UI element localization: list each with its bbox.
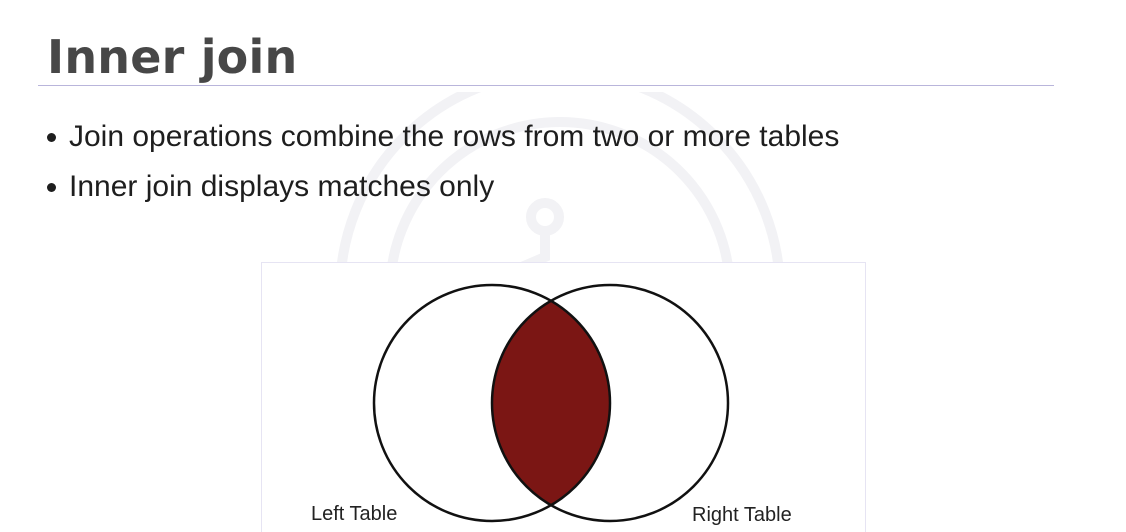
page-title: Inner join [47,30,298,84]
venn-intersection [492,285,610,521]
venn-left-circle [372,283,612,523]
bullet-dot-icon [47,183,56,192]
venn-diagram-frame: Left Table Right Table [261,262,866,532]
left-table-label: Left Table [311,503,398,525]
bullet-item: Join operations combine the rows from tw… [44,112,839,162]
venn-right-circle [490,283,730,523]
venn-diagram [372,283,730,523]
bullet-dot-icon [47,133,56,142]
right-table-label: Right Table [692,504,792,526]
title-divider [38,85,1054,86]
bullet-text: Inner join displays matches only [69,170,495,203]
bullet-item: Inner join displays matches only [44,162,839,212]
bullet-list: Join operations combine the rows from tw… [44,112,839,212]
bullet-text: Join operations combine the rows from tw… [69,120,840,153]
